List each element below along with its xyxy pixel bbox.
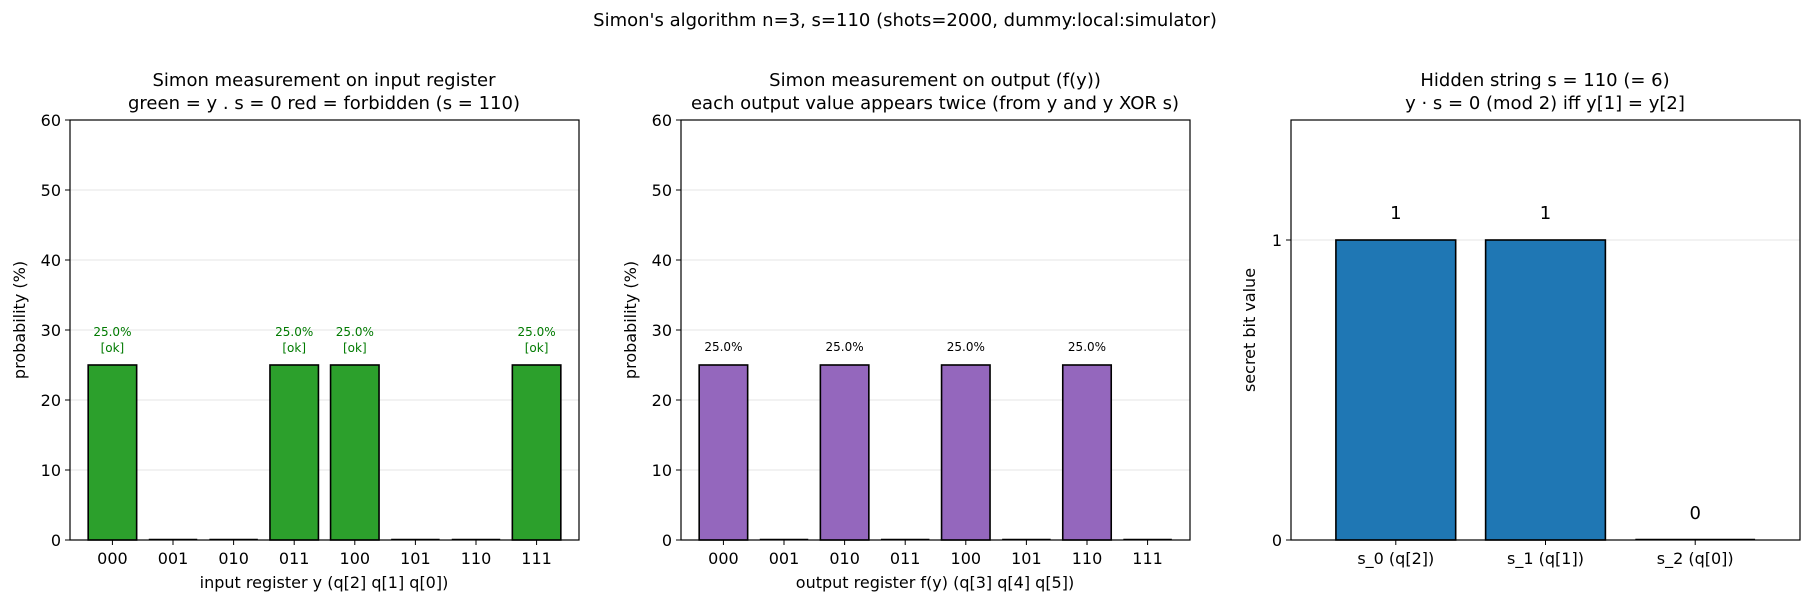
panel-hidden-ytick-label: 0 <box>1272 531 1282 550</box>
panel-input-title-line2: green = y . s = 0 red = forbidden (s = 1… <box>128 93 520 114</box>
panel-hidden-value-label: 0 <box>1689 503 1700 524</box>
panel-output-category-label: 010 <box>829 549 860 568</box>
panel-input-category-label: 110 <box>461 549 492 568</box>
panel-output-category-label: 110 <box>1072 549 1103 568</box>
panel-hidden-bar <box>1335 239 1457 541</box>
panel-output-ytick-label: 30 <box>652 321 672 340</box>
panel-output-ytick-label: 60 <box>652 111 672 130</box>
panel-output-ytick-label: 50 <box>652 181 672 200</box>
panel-input-category-label: 001 <box>158 549 189 568</box>
panel-input-ytick-label: 60 <box>41 111 61 130</box>
panel-hidden-title-line2: y · s = 0 (mod 2) iff y[1] = y[2] <box>1405 93 1685 114</box>
panel-input-title-line1: Simon measurement on input register <box>153 70 497 91</box>
panel-input-bar <box>87 364 138 541</box>
panel-output-bar <box>1061 364 1113 541</box>
panel-input-status-label: [ok] <box>343 341 367 355</box>
panel-input-value-label: 25.0% <box>518 325 556 339</box>
panel-input-ytick-label: 40 <box>41 251 61 270</box>
panel-output-ylabel: probability (%) <box>621 261 640 379</box>
panel-input-status-label: [ok] <box>525 341 549 355</box>
panel-input-category-label: 101 <box>400 549 431 568</box>
panel-input-bar <box>511 364 562 541</box>
panel-hidden-ytick-label: 1 <box>1272 231 1282 250</box>
panel-hidden-axes-frame <box>1290 119 1801 541</box>
panel-input-ytick-label: 30 <box>41 321 61 340</box>
panel-output-ytick-label: 0 <box>662 531 672 550</box>
panel-input-category-label: 011 <box>279 549 310 568</box>
panel-hidden-title-line1: Hidden string s = 110 (= 6) <box>1420 70 1669 91</box>
panel-output-value-label: 25.0% <box>826 340 864 354</box>
panel-output-bar <box>940 364 991 541</box>
panel-input-ytick-label: 0 <box>51 531 61 550</box>
panel-input-status-label: [ok] <box>282 341 306 355</box>
panel-input-ytick-label: 50 <box>41 181 61 200</box>
panel-input-ylabel: probability (%) <box>10 261 29 379</box>
panel-input-xlabel: input register y (q[2] q[1] q[0]) <box>200 573 449 592</box>
panel-hidden-category-label: s_1 (q[1]) <box>1507 549 1584 569</box>
panel-output-value-label: 25.0% <box>704 340 742 354</box>
panel-output-register: Simon measurement on output (f(y)) each … <box>621 70 1191 592</box>
panel-input-category-label: 111 <box>521 549 552 568</box>
panel-hidden-bar <box>1484 239 1607 541</box>
panel-input-value-label: 25.0% <box>336 325 374 339</box>
panel-output-bar <box>819 364 870 541</box>
panel-input-category-label: 010 <box>218 549 249 568</box>
panel-hidden-ylabel: secret bit value <box>1240 268 1259 392</box>
panel-output-category-label: 111 <box>1132 549 1163 568</box>
panel-output-category-label: 001 <box>769 549 800 568</box>
panel-input-bar <box>269 364 320 541</box>
panel-input-status-label: [ok] <box>101 341 125 355</box>
panel-input-category-label: 100 <box>340 549 371 568</box>
panel-hidden-category-label: s_2 (q[0]) <box>1657 549 1734 569</box>
panel-output-value-label: 25.0% <box>1068 340 1106 354</box>
panel-output-title-line1: Simon measurement on output (f(y)) <box>769 70 1101 91</box>
panel-input-value-label: 25.0% <box>93 325 131 339</box>
panel-output-ytick-label: 10 <box>652 461 672 480</box>
panel-input-ytick-label: 10 <box>41 461 61 480</box>
panel-input-category-label: 000 <box>97 549 128 568</box>
panel-input-value-label: 25.0% <box>275 325 313 339</box>
panel-output-category-label: 100 <box>951 549 982 568</box>
panel-input-bar <box>329 364 380 541</box>
panel-input-ytick-label: 20 <box>41 391 61 410</box>
panel-input-axes-frame <box>69 119 580 541</box>
panel-output-category-label: 101 <box>1011 549 1042 568</box>
panel-output-bar <box>698 364 749 541</box>
panel-hidden-value-label: 1 <box>1390 203 1401 224</box>
panel-output-axes-frame <box>680 119 1191 541</box>
panel-output-value-label: 25.0% <box>947 340 985 354</box>
panel-hidden-string: Hidden string s = 110 (= 6) y · s = 0 (m… <box>1240 70 1801 569</box>
panel-hidden-value-label: 1 <box>1540 203 1551 224</box>
panel-output-ytick-label: 20 <box>652 391 672 410</box>
panel-output-ytick-label: 40 <box>652 251 672 270</box>
panel-output-category-label: 000 <box>708 549 739 568</box>
panel-output-category-label: 011 <box>890 549 921 568</box>
panel-output-xlabel: output register f(y) (q[3] q[4] q[5]) <box>796 573 1074 592</box>
panel-hidden-category-label: s_0 (q[2]) <box>1357 549 1434 569</box>
panel-input-register: Simon measurement on input register gree… <box>10 70 580 592</box>
figure-suptitle: Simon's algorithm n=3, s=110 (shots=2000… <box>593 10 1217 31</box>
panel-output-title-line2: each output value appears twice (from y … <box>691 93 1179 114</box>
